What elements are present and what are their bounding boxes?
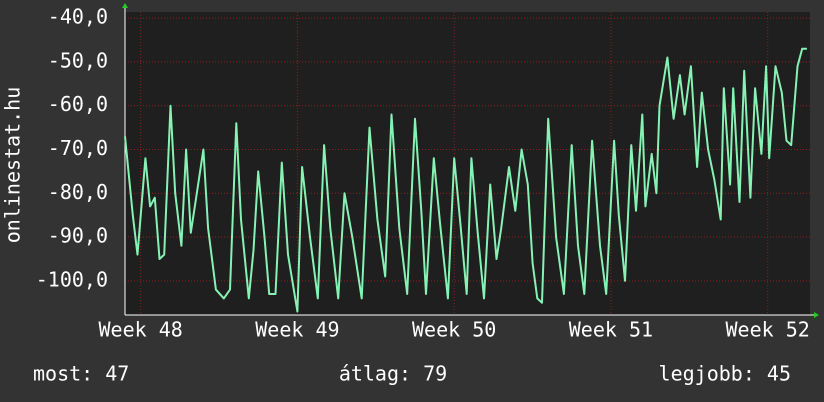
y-axis-arrow [122, 3, 128, 8]
y-axis-label: onlinestat.hu [1, 87, 25, 244]
y-tick-label: -100,0 [36, 267, 108, 291]
footer-average: átlag: 79 [339, 362, 447, 386]
x-tick-label: Week 51 [569, 318, 653, 342]
x-tick-label: Week 49 [255, 318, 339, 342]
y-tick-label: -40,0 [48, 5, 108, 29]
data-line [124, 47, 807, 313]
y-tick-label: -80,0 [48, 180, 108, 204]
y-tick-label: -50,0 [48, 48, 108, 72]
x-tick-label: Week 52 [726, 318, 810, 342]
y-tick-label: -60,0 [48, 92, 108, 116]
footer-best: legjobb: 45 [659, 362, 791, 386]
x-tick-label: Week 50 [412, 318, 496, 342]
y-tick-label: -70,0 [48, 136, 108, 160]
y-tick-label: -90,0 [48, 224, 108, 248]
x-axis-arrow [814, 312, 819, 318]
footer-current: most: 47 [33, 362, 129, 386]
x-tick-label: Week 48 [99, 318, 183, 342]
